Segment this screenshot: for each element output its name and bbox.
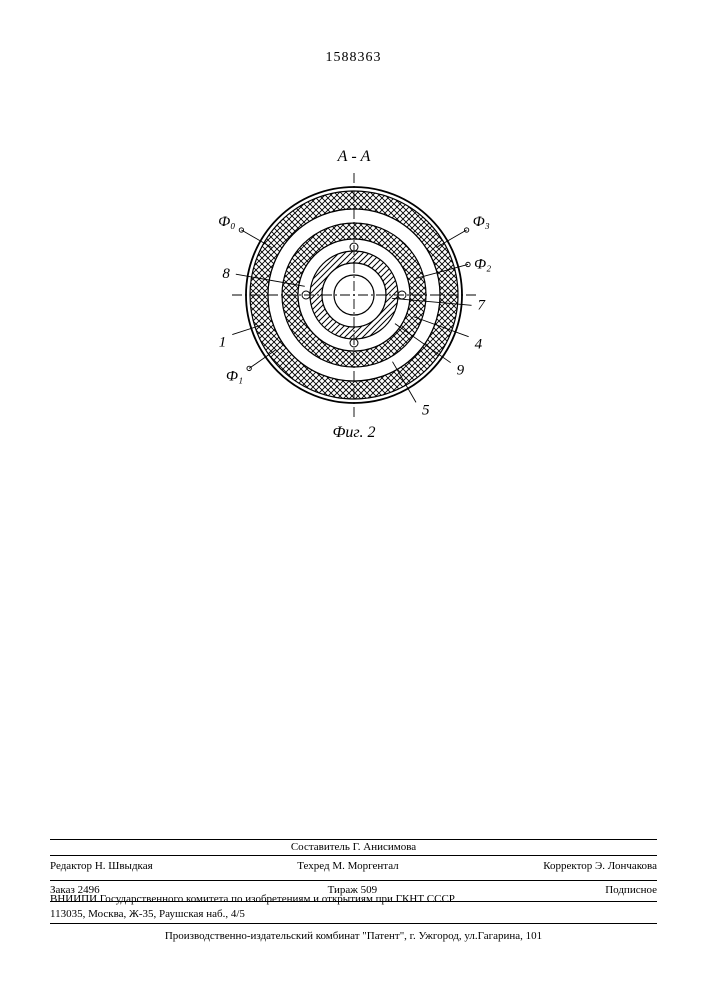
svg-text:1: 1 [218, 335, 226, 351]
svg-text:8: 8 [222, 266, 230, 282]
editor: Редактор Н. Швыдкая [50, 859, 153, 874]
org-line: ВНИИПИ Государственного комитета по изоб… [50, 892, 657, 907]
divider [50, 855, 657, 856]
svg-text:9: 9 [456, 363, 464, 379]
svg-text:Ф₂: Ф₂ [473, 256, 490, 272]
credits-row: Редактор Н. Швыдкая Техред М. Моргентал … [50, 857, 657, 876]
svg-text:4: 4 [474, 337, 482, 353]
compositor-line: Составитель Г. Анисимова [50, 840, 657, 855]
patent-number: 1588363 [0, 50, 707, 66]
org-lines: ВНИИПИ Государственного комитета по изоб… [50, 892, 657, 922]
svg-text:7: 7 [477, 297, 486, 313]
printer-line: Производственно-издательский комбинат "П… [50, 930, 657, 942]
svg-text:Ф₃: Ф₃ [472, 214, 489, 230]
svg-text:Ф₁: Ф₁ [225, 368, 242, 384]
corrector: Корректор Э. Лончакова [543, 859, 657, 874]
compositor-label: Составитель [291, 841, 350, 853]
figure-container: А - А Ф₀ Ф₃ Ф₂ Ф₁ 8 7 1 49 5 Фиг. 2 [0, 130, 707, 465]
svg-text:Ф₀: Ф₀ [218, 214, 235, 230]
svg-text:Фиг. 2: Фиг. 2 [332, 424, 375, 441]
svg-text:5: 5 [422, 402, 430, 418]
divider [50, 923, 657, 924]
credits-block: Составитель Г. Анисимова [50, 840, 657, 855]
svg-text:А - А: А - А [336, 148, 370, 165]
compositor-name: Г. Анисимова [353, 841, 417, 853]
techred: Техред М. Моргентал [297, 859, 398, 874]
figure-svg: А - А Ф₀ Ф₃ Ф₂ Ф₁ 8 7 1 49 5 Фиг. 2 [174, 130, 534, 460]
addr-line: 113035, Москва, Ж-35, Раушская наб., 4/5 [50, 907, 657, 922]
